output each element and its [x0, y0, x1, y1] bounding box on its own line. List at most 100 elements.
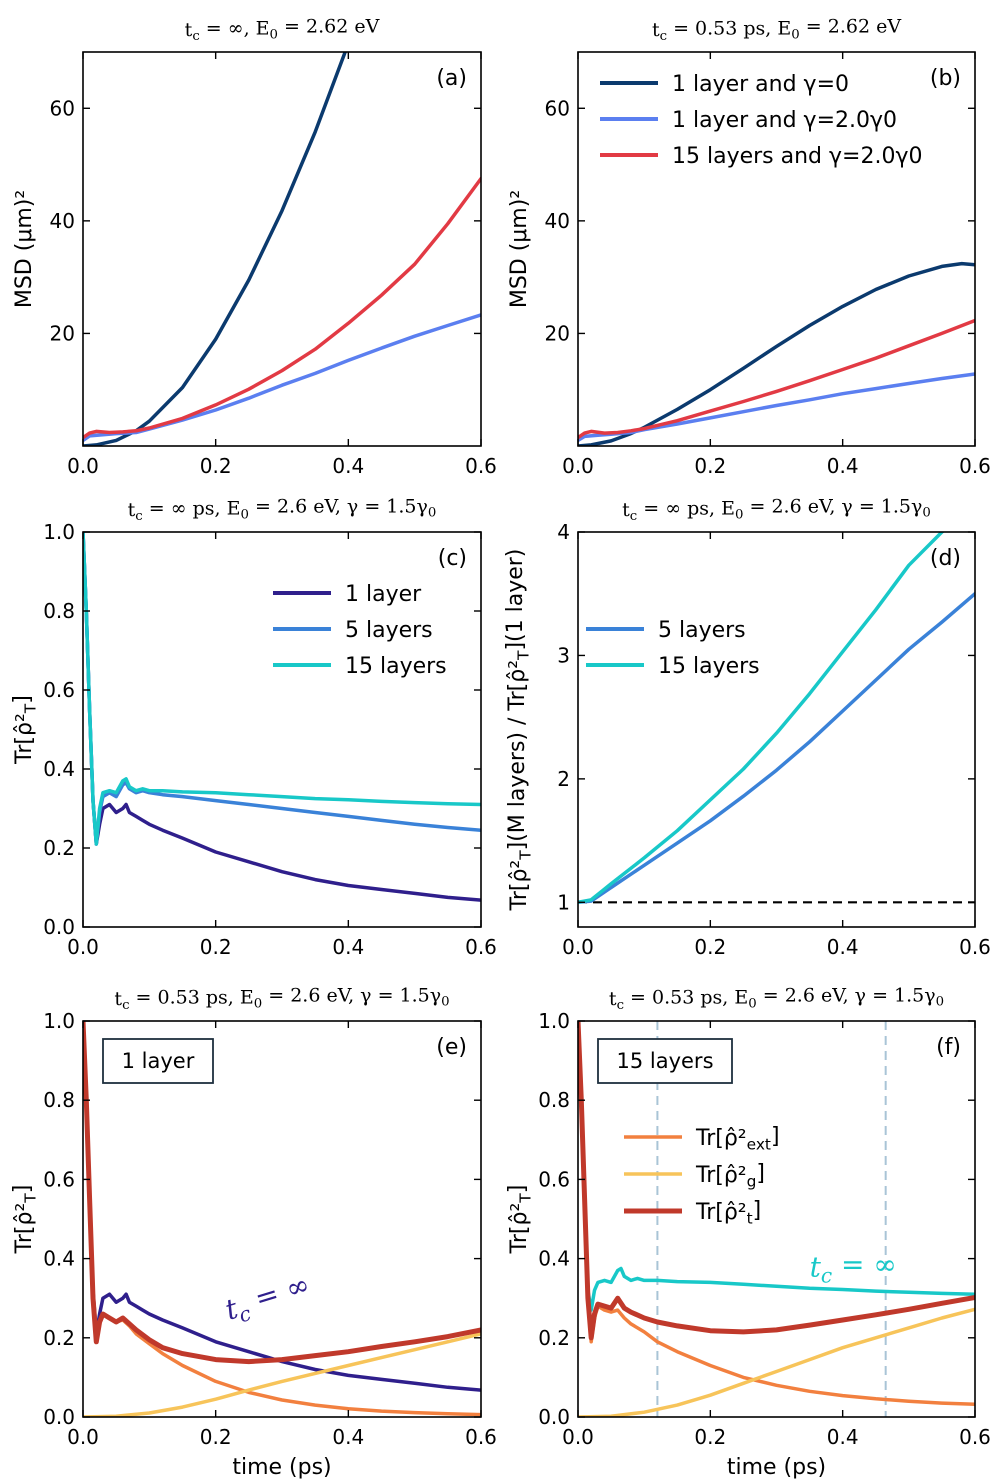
y-tick-label-d-3: 4 — [557, 520, 570, 544]
panel-title-d: tc = ∞ ps, E0 = 2.6 eV, γ = 1.5γ0 — [622, 496, 931, 524]
series-line-e-3 — [83, 1021, 481, 1365]
boxed-label-frame-e — [102, 1038, 214, 1084]
panel-title-f: tc = 0.53 ps, E0 = 2.6 eV, γ = 1.5γ0 — [609, 985, 944, 1013]
legend-label-b-2: 15 layers and γ=2.0γ0 — [672, 144, 922, 169]
legend-label-c-0: 1 layer — [345, 582, 422, 607]
x-axis-label-f: time (ps) — [727, 1455, 826, 1480]
x-tick-label-f-2: 0.4 — [827, 1425, 859, 1449]
x-tick-label-a-1: 0.2 — [200, 454, 232, 478]
y-tick-label-e-2: 0.4 — [43, 1247, 75, 1271]
x-tick-label-a-2: 0.4 — [332, 454, 364, 478]
series-line-f-0 — [578, 1021, 975, 1312]
x-tick-label-a-3: 0.6 — [465, 454, 497, 478]
panel-letter-c: (c) — [438, 546, 467, 571]
y-tick-label-c-1: 0.2 — [43, 836, 75, 860]
panel-letter-b: (b) — [930, 66, 961, 91]
series-line-a-1 — [83, 313, 481, 443]
x-tick-label-c-2: 0.4 — [332, 935, 364, 959]
y-tick-label-c-3: 0.6 — [43, 678, 75, 702]
series-line-c-2 — [83, 532, 481, 846]
x-tick-label-c-0: 0.0 — [67, 935, 99, 959]
panel-letter-f: (f) — [936, 1035, 961, 1060]
y-tick-label-b-1: 40 — [545, 209, 570, 233]
legend-c: 1 layer 5 layers 15 layers — [273, 582, 447, 679]
y-tick-label-d-0: 1 — [557, 890, 570, 914]
series-line-b-2 — [578, 318, 975, 440]
y-axis-label-c: Tr[ρ̂²T] — [10, 695, 40, 765]
y-tick-label-d-2: 3 — [557, 643, 570, 667]
panel-title-e: tc = 0.53 ps, E0 = 2.6 eV, γ = 1.5γ0 — [114, 985, 449, 1013]
panel-title-a: tc = ∞, E0 = 2.62 eV — [185, 16, 380, 44]
legend-d: 5 layers 15 layers — [586, 618, 760, 679]
series-line-f-2 — [578, 1307, 975, 1417]
y-tick-label-f-2: 0.4 — [538, 1247, 570, 1271]
panel-a: 0.0 0.2 0.4 0.6 20 40 60 tc = ∞, E0 = 2.62 eV (a… — [12, 16, 497, 478]
x-tick-label-e-3: 0.6 — [465, 1425, 497, 1449]
y-tick-label-a-0: 20 — [50, 321, 75, 345]
y-axis-label-f: Tr[ρ̂²T] — [505, 1185, 535, 1255]
panel-f: 0.0 0.2 0.4 0.6 0.0 0.2 0.4 0.6 0.8 1.0 tc = 0.53 … — [505, 985, 991, 1480]
legend-label-f-2: Tr[ρ̂²t] — [695, 1198, 761, 1228]
plot-frame-a — [82, 51, 482, 447]
plot-frame-c — [82, 531, 482, 928]
boxed-label-f: 15 layers — [616, 1049, 713, 1073]
series-line-c-0 — [83, 532, 481, 902]
series-group-b — [578, 261, 975, 446]
legend-label-b-0: 1 layer and γ=0 — [672, 72, 849, 97]
y-axis-label-a: MSD (μm)² — [12, 190, 37, 308]
y-tick-label-c-0: 0.0 — [43, 915, 75, 939]
y-tick-label-e-1: 0.2 — [43, 1326, 75, 1350]
x-tick-label-f-1: 0.2 — [694, 1425, 726, 1449]
legend-label-f-1: Tr[ρ̂²g] — [695, 1161, 765, 1191]
plot-frame-e — [82, 1020, 482, 1418]
curve-annotation-e: tc = ∞ — [221, 1267, 316, 1330]
x-tick-label-d-2: 0.4 — [827, 935, 859, 959]
y-tick-label-f-3: 0.6 — [538, 1167, 570, 1191]
curve-annotation-f: tc = ∞ — [810, 1248, 897, 1287]
plot-frame-b — [577, 51, 976, 447]
panel-d: 0.0 0.2 0.4 0.6 1 2 3 4 tc = ∞ ps, E0 = 2.6 eV, … — [503, 496, 991, 959]
y-tick-label-a-1: 40 — [50, 209, 75, 233]
panel-e: 0.0 0.2 0.4 0.6 0.0 0.2 0.4 0.6 0.8 1.0 tc = 0.53 … — [10, 985, 497, 1480]
legend-b: 1 layer and γ=0 1 layer and γ=2.0γ0 15 lay… — [600, 72, 922, 169]
panel-title-b: tc = 0.53 ps, E0 = 2.62 eV — [652, 16, 901, 44]
series-group-a — [83, 52, 481, 446]
series-line-a-2 — [83, 176, 481, 440]
y-tick-label-f-4: 0.8 — [538, 1088, 570, 1112]
y-axis-label-e: Tr[ρ̂²T] — [10, 1185, 40, 1255]
panel-letter-d: (d) — [930, 546, 961, 571]
plot-frame-d — [577, 531, 976, 928]
legend-label-c-2: 15 layers — [345, 654, 447, 679]
x-tick-label-b-3: 0.6 — [959, 454, 991, 478]
y-tick-label-e-3: 0.6 — [43, 1167, 75, 1191]
series-group-d — [578, 532, 975, 905]
series-line-d-1 — [578, 532, 945, 905]
series-line-d-0 — [578, 591, 975, 905]
x-tick-label-f-3: 0.6 — [959, 1425, 991, 1449]
y-tick-label-d-1: 2 — [557, 767, 570, 791]
y-tick-label-f-1: 0.2 — [538, 1326, 570, 1350]
panel-letter-e: (e) — [436, 1035, 467, 1060]
series-line-b-0 — [578, 261, 975, 446]
legend-label-f-0: Tr[ρ̂²ext] — [695, 1124, 780, 1154]
y-tick-label-f-0: 0.0 — [538, 1405, 570, 1429]
panel-c: 0.0 0.2 0.4 0.6 0.0 0.2 0.4 0.6 0.8 1.0 tc = ∞ ps,… — [10, 496, 497, 959]
x-tick-label-d-3: 0.6 — [959, 935, 991, 959]
x-tick-label-d-1: 0.2 — [694, 935, 726, 959]
legend-label-d-0: 5 layers — [658, 618, 746, 643]
x-tick-label-e-0: 0.0 — [67, 1425, 99, 1449]
y-tick-label-e-4: 0.8 — [43, 1088, 75, 1112]
x-tick-label-c-3: 0.6 — [465, 935, 497, 959]
series-group-c — [83, 532, 481, 902]
x-tick-label-d-0: 0.0 — [562, 935, 594, 959]
x-tick-label-b-1: 0.2 — [694, 454, 726, 478]
y-tick-label-a-2: 60 — [50, 96, 75, 120]
y-tick-label-b-2: 60 — [545, 96, 570, 120]
y-axis-label-d: Tr[ρ̂²T](M layers) / Tr[ρ̂²T](1 layer) — [503, 549, 535, 912]
panel-title-c: tc = ∞ ps, E0 = 2.6 eV, γ = 1.5γ0 — [128, 496, 437, 524]
x-tick-label-e-1: 0.2 — [200, 1425, 232, 1449]
y-tick-label-c-2: 0.4 — [43, 757, 75, 781]
legend-label-c-1: 5 layers — [345, 618, 433, 643]
x-tick-label-b-0: 0.0 — [562, 454, 594, 478]
